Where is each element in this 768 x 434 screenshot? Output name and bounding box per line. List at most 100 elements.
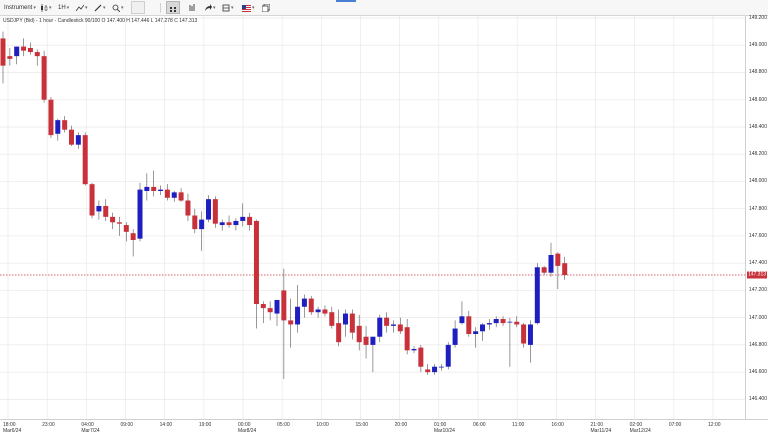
drawing-tools-button[interactable]: ▾ [94, 2, 106, 14]
bearish-candle[interactable] [110, 212, 116, 230]
bullish-candle[interactable] [240, 203, 246, 227]
bearish-candle[interactable] [418, 344, 424, 373]
bearish-candle[interactable] [212, 196, 218, 228]
bullish-candle[interactable] [144, 173, 150, 201]
bearish-candle[interactable] [178, 188, 184, 202]
bearish-candle[interactable] [425, 363, 431, 375]
time-axis[interactable]: 18:00 Mar6/24 23:00 04:00 Mar7/24 09:00 14:00 1… [0, 419, 768, 434]
bearish-candle[interactable] [541, 265, 547, 276]
bearish-candle[interactable] [404, 319, 410, 355]
bearish-candle[interactable] [356, 314, 362, 351]
disabled-tool-button[interactable] [131, 1, 145, 14]
bearish-candle[interactable] [192, 208, 198, 234]
bullish-candle[interactable] [14, 46, 20, 65]
bullish-candle[interactable] [274, 299, 280, 326]
bar-type-button[interactable] [188, 2, 196, 14]
bearish-candle[interactable] [103, 199, 109, 221]
bearish-candle[interactable] [555, 252, 561, 290]
bullish-candle[interactable] [411, 346, 417, 354]
locale-button[interactable]: ▾ [242, 2, 255, 14]
bearish-candle[interactable] [123, 222, 129, 242]
bearish-candle[interactable] [466, 310, 472, 337]
bullish-candle[interactable] [445, 342, 451, 370]
bullish-candle[interactable] [137, 182, 143, 242]
bearish-candle[interactable] [164, 184, 170, 201]
bearish-candle[interactable] [82, 132, 88, 186]
bearish-candle[interactable] [384, 312, 390, 333]
bullish-candle[interactable] [459, 301, 465, 325]
bullish-candle[interactable] [315, 306, 321, 318]
bearish-candle[interactable] [151, 170, 157, 197]
bullish-candle[interactable] [507, 317, 513, 367]
bearish-candle[interactable] [322, 305, 328, 317]
bearish-candle[interactable] [27, 42, 33, 55]
bearish-candle[interactable] [185, 193, 191, 221]
bullish-candle[interactable] [219, 219, 225, 231]
tools-dropdown[interactable]: ▾ [222, 2, 234, 14]
bullish-candle[interactable] [377, 314, 383, 343]
bullish-candle[interactable] [390, 320, 396, 333]
bullish-candle[interactable] [473, 327, 479, 348]
bearish-candle[interactable] [48, 97, 54, 138]
bullish-candle[interactable] [158, 185, 164, 196]
bullish-candle[interactable] [527, 320, 533, 363]
bearish-candle[interactable] [21, 38, 27, 57]
bearish-candle[interactable] [562, 256, 568, 280]
bearish-candle[interactable] [336, 309, 342, 347]
bullish-candle[interactable] [295, 284, 301, 333]
detach-window-button[interactable] [262, 2, 270, 14]
share-button[interactable]: ▾ [204, 2, 216, 14]
bearish-candle[interactable] [514, 316, 520, 328]
bearish-candle[interactable] [521, 323, 527, 348]
bearish-candle[interactable] [34, 49, 40, 66]
bullish-candle[interactable] [432, 363, 438, 375]
bullish-candle[interactable] [199, 211, 205, 251]
bullish-candle[interactable] [96, 200, 102, 220]
bullish-candle[interactable] [343, 309, 348, 337]
bearish-candle[interactable] [130, 229, 136, 257]
bearish-candle[interactable] [308, 295, 314, 315]
bearish-candle[interactable] [397, 317, 403, 334]
timeframe-selector[interactable]: 1H ▾ [58, 2, 69, 14]
crosshair-button[interactable] [166, 1, 180, 14]
bullish-candle[interactable] [301, 294, 307, 318]
candle-body [459, 316, 465, 324]
price-axis[interactable]: 149.200 149.000 148.800 148.600 148.400 148.2… [745, 15, 768, 419]
bullish-candle[interactable] [480, 323, 485, 341]
bullish-candle[interactable] [452, 320, 458, 348]
instrument-selector[interactable]: Instrument ▾ [4, 2, 36, 14]
indicators-button[interactable]: ▾ [76, 2, 88, 14]
bearish-candle[interactable] [329, 306, 335, 329]
bullish-candle[interactable] [55, 118, 61, 141]
bullish-candle[interactable] [438, 363, 444, 371]
bullish-candle[interactable] [75, 132, 81, 149]
bearish-candle[interactable] [363, 325, 369, 359]
candlestick-chart-plot[interactable] [0, 16, 745, 419]
bearish-candle[interactable] [281, 268, 287, 379]
bearish-candle[interactable] [349, 309, 355, 340]
bearish-candle[interactable] [41, 50, 47, 103]
bullish-candle[interactable] [370, 336, 376, 373]
bearish-candle[interactable] [116, 216, 122, 236]
bearish-candle[interactable] [260, 301, 266, 324]
bearish-candle[interactable] [253, 219, 259, 329]
bullish-candle[interactable] [233, 218, 239, 231]
bullish-candle[interactable] [548, 242, 554, 277]
bearish-candle[interactable] [7, 47, 13, 66]
bearish-candle[interactable] [226, 215, 232, 228]
zoom-button[interactable]: ▾ [112, 2, 124, 14]
bullish-candle[interactable] [534, 263, 540, 325]
chart-type-button[interactable]: ▾ [40, 2, 52, 14]
bullish-candle[interactable] [486, 319, 492, 330]
bearish-candle[interactable] [500, 316, 506, 326]
bearish-candle[interactable] [247, 212, 253, 231]
bullish-candle[interactable] [493, 316, 499, 328]
bearish-candle[interactable] [0, 31, 6, 84]
bearish-candle[interactable] [288, 298, 294, 348]
bearish-candle[interactable] [267, 301, 273, 321]
bearish-candle[interactable] [62, 116, 68, 133]
bullish-candle[interactable] [171, 190, 177, 202]
bullish-candle[interactable] [206, 195, 211, 223]
bearish-candle[interactable] [89, 182, 95, 219]
bearish-candle[interactable] [69, 125, 74, 147]
